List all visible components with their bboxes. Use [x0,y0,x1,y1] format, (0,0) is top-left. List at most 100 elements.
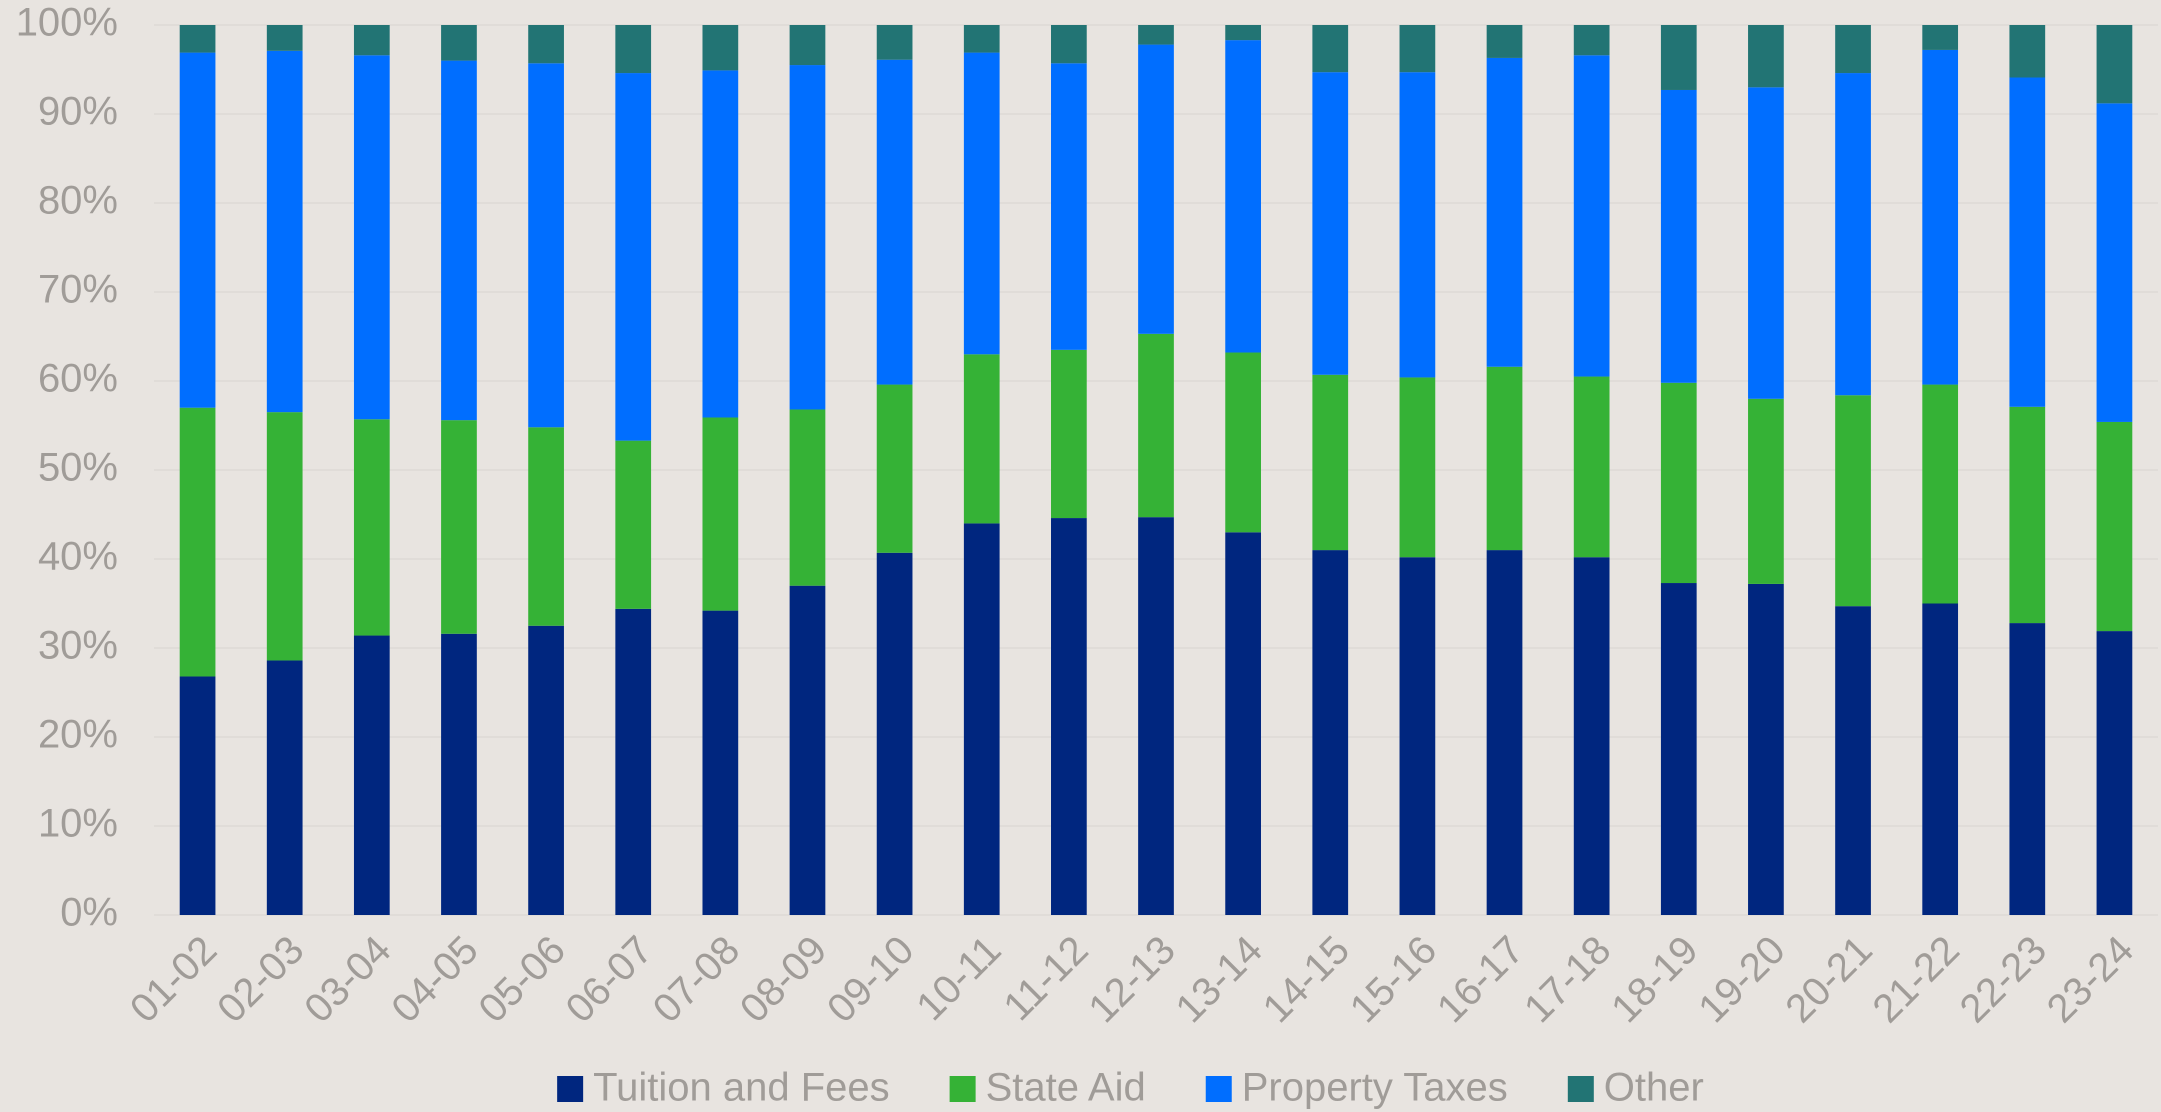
bar-segment [2096,421,2133,632]
bar-segment [702,610,739,915]
bar-segment [789,409,826,586]
bar-segment [1573,25,1610,56]
bar-segment [1922,603,1959,915]
bar-segment [179,25,216,53]
bar-segment [2009,406,2046,624]
bar-segment [528,625,564,915]
bar-segment [876,59,913,385]
bar-segment [1748,583,1784,915]
bar-segment [1486,366,1523,551]
bar-segment [1486,57,1523,367]
bar-segment [615,608,652,915]
x-tick-label: 20-21 [1777,928,1880,1031]
y-tick-label: 0% [60,891,118,935]
bar-segment [615,25,652,74]
x-tick-label: 17-18 [1516,928,1619,1031]
bar-segment [179,676,216,915]
bar-segment [2009,623,2046,915]
bar-segment [1748,398,1784,584]
x-tick-label: 19-20 [1690,928,1793,1031]
bar-segment [1138,333,1174,518]
x-tick-label: 21-22 [1865,928,1968,1031]
bar-segment [963,523,1000,915]
bar-segment [353,25,390,56]
legend-label: Property Taxes [1242,1066,1508,1110]
bar-segment [1051,25,1087,64]
bar-segment [876,552,913,915]
bar-segment [1138,44,1174,334]
bar-segment [1225,532,1261,915]
bar-segment [2009,77,2046,407]
x-tick-label: 01-02 [122,928,225,1031]
bar-segment [1225,25,1261,41]
bar-segment [1051,518,1087,915]
bar-segment [1486,550,1523,915]
bar-segment [528,63,564,428]
bar-segment [1573,557,1610,915]
bar-segment [963,52,1000,355]
x-tick-label: 04-05 [383,928,486,1031]
bar-segment [1835,395,1871,607]
bar-segment [963,25,1000,53]
legend-label: Tuition and Fees [593,1066,889,1110]
y-tick-label: 70% [38,268,118,312]
bar-segment [1573,55,1610,377]
bar-segment [441,633,477,915]
bar-segment [179,52,216,408]
bar-segment [1399,377,1436,558]
bar-segment [1922,49,1959,385]
x-tick-label: 05-06 [470,928,573,1031]
bar-segment [179,407,216,677]
bar-segment [1051,349,1087,519]
bar-segment [876,25,913,60]
bar-segment [1138,517,1174,915]
bar-segment [441,25,477,61]
bar-segment [353,55,390,420]
bar-segment [789,65,826,410]
bar-segment [963,354,1000,524]
bar-segment [876,384,913,553]
bar-segment [1399,72,1436,378]
bar-segment [1399,25,1436,73]
y-tick-label: 10% [38,802,118,846]
x-tick-label: 13-14 [1168,928,1271,1031]
x-tick-label: 07-08 [645,928,748,1031]
bar-segment [1660,25,1697,90]
bar-segment [1312,374,1349,551]
bar-segment [789,585,826,915]
legend-label: State Aid [986,1066,1146,1110]
bar-segment [1486,25,1523,58]
bar-segment [1399,557,1436,915]
bar-segment [1660,583,1697,915]
x-tick-label: 11-12 [995,928,1096,1029]
bar-segment [1225,40,1261,353]
legend-swatch [949,1076,976,1102]
x-tick-label: 23-24 [2039,928,2142,1031]
bar-segment [1922,384,1959,604]
legend-swatch [1567,1076,1594,1102]
bar-segment [702,417,739,611]
x-tick-label: 02-03 [209,928,312,1031]
bar-segment [1051,63,1087,350]
x-tick-label: 08-09 [732,928,835,1031]
x-tick-label: 10-11 [908,928,1009,1029]
bar-segment [266,25,303,51]
x-tick-label: 09-10 [819,928,922,1031]
x-tick-label: 18-19 [1603,928,1706,1031]
y-tick-label: 40% [38,535,118,579]
bar-segment [266,660,303,915]
x-tick-label: 15-16 [1342,928,1445,1031]
bar-segment [528,427,564,626]
bar-segment [1312,72,1349,375]
bar-segment [789,25,826,66]
bar-segment [266,412,303,661]
y-tick-label: 80% [38,179,118,223]
bar-segment [1835,606,1871,915]
y-tick-label: 100% [16,1,118,45]
bar-segment [1660,382,1697,584]
x-tick-label: 16-17 [1429,928,1532,1031]
bar-segment [1312,550,1349,915]
x-tick-label: 14-15 [1255,928,1358,1031]
bar-segment [2096,631,2133,915]
